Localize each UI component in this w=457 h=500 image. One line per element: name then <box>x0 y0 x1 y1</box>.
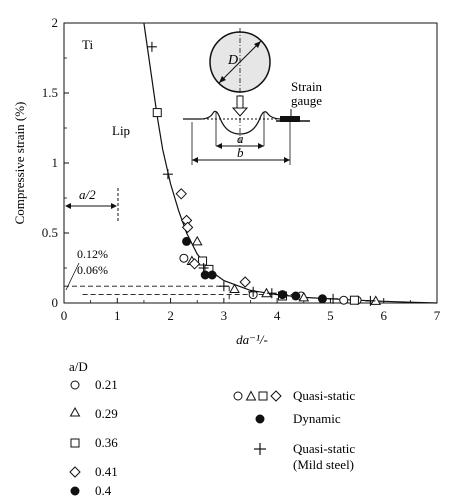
legend-type-mild-steel-1: Quasi-static <box>293 441 355 456</box>
strain-gauge <box>280 116 300 122</box>
legend-series: a/D 0.21 0.29 0.36 0.41 0.4 <box>69 359 118 498</box>
marker-circle-open-0-0 <box>179 253 189 263</box>
diameter-arrowhead-a <box>219 76 226 83</box>
marker-plus-5-4 <box>248 286 259 297</box>
x-tick-label-6: 6 <box>380 308 387 323</box>
gauge-label-line1: Strain <box>291 79 323 94</box>
marker-triangle-open-1-0 <box>191 235 203 246</box>
marker-plus-5-7 <box>365 295 376 306</box>
load-arrow-shaft <box>236 95 244 109</box>
marker-square-open-2-4 <box>349 295 359 305</box>
legend-label-0-29: 0.29 <box>95 406 118 421</box>
legend-marker-square-open <box>70 438 80 448</box>
legend-marker-triangle-open <box>69 406 81 417</box>
legend-type-dynamic-marker <box>255 414 265 424</box>
annotation-level-low: 0.06% <box>77 263 108 277</box>
legend-label-0-21: 0.21 <box>95 377 118 392</box>
axis-ticks <box>63 22 438 304</box>
a-half-arrowhead-left <box>65 203 71 209</box>
annotation-a-half: a/2 <box>79 187 96 202</box>
marker-circle-filled-4-2 <box>207 270 217 280</box>
annotation-diameter: D <box>227 53 238 68</box>
reference-lines <box>64 285 294 303</box>
legend-type-mild-steel-2: (Mild steel) <box>293 457 354 472</box>
legend-title: a/D <box>69 359 88 374</box>
marker-circle-filled-4-5 <box>317 294 327 304</box>
legend-types: Quasi-static Dynamic Quasi-static (Mild … <box>233 388 355 472</box>
diameter-arrowhead-b <box>254 41 261 48</box>
dim-b-arrow-r <box>284 157 290 163</box>
annotation-dim-a: a <box>237 131 244 146</box>
marker-triangle-open-1-4 <box>298 291 310 302</box>
legend-type-square <box>258 391 268 401</box>
marker-diamond-open-3-4 <box>239 276 251 288</box>
marker-square-open-2-1 <box>198 256 208 266</box>
annotation-dim-b: b <box>237 145 244 160</box>
legend-type-triangle <box>245 390 257 401</box>
legend-marker-diamond-open <box>69 466 81 478</box>
y-tick-label-1: 0.5 <box>42 225 58 240</box>
marker-diamond-open-3-0 <box>175 188 187 200</box>
marker-plus-5-6 <box>328 293 339 304</box>
y-axis-label: Compressive strain (%) <box>12 102 27 225</box>
marker-triangle-open-1-2 <box>229 283 240 293</box>
marker-diamond-open-3-2 <box>181 221 194 234</box>
fit-curve <box>143 22 438 304</box>
y-tick-label-4: 2 <box>52 15 59 30</box>
marker-plus-5-5 <box>266 288 277 299</box>
indented-surface-profile <box>183 110 283 135</box>
legend-type-circle <box>233 391 243 401</box>
marker-circle-filled-4-3 <box>277 290 287 300</box>
marker-plus-5-1 <box>162 169 173 180</box>
legend-label-0-41: 0.41 <box>95 464 118 479</box>
x-tick-label-0: 0 <box>61 308 68 323</box>
legend-type-diamond <box>270 390 282 402</box>
gauge-label-line2: gauge <box>291 93 322 108</box>
annotation-level-high: 0.12% <box>77 247 108 261</box>
legend-marker-circle-open <box>70 380 80 390</box>
y-tick-label-0: 0 <box>52 295 59 310</box>
annotation-lip: Lip <box>112 123 130 138</box>
ball-diameter-line <box>218 40 262 84</box>
marker-circle-filled-4-0 <box>182 236 192 246</box>
marker-square-open-2-0 <box>152 108 162 118</box>
x-tick-label-4: 4 <box>274 308 281 323</box>
tick-labels: 0 1 2 3 4 5 6 7 0 0.5 1 1.5 2 <box>42 15 441 323</box>
dim-a-arrow-l <box>216 143 222 149</box>
x-tick-label-2: 2 <box>167 308 174 323</box>
legend-marker-circle-filled <box>70 486 80 496</box>
x-tick-label-1: 1 <box>114 308 121 323</box>
legend-type-quasi-static: Quasi-static <box>293 388 355 403</box>
level-pointer <box>65 262 80 291</box>
legend-label-0-36: 0.36 <box>95 435 118 450</box>
legend-label-0-4: 0.4 <box>95 483 112 498</box>
a-half-arrowhead-right <box>111 203 117 209</box>
y-tick-label-2: 1 <box>52 155 59 170</box>
annotation-material: Ti <box>82 37 93 52</box>
indenter-diagram: D Strain gauge a b <box>183 28 323 165</box>
dim-a-arrow-r <box>258 143 264 149</box>
marker-circle-filled-4-4 <box>291 291 301 301</box>
marker-plus-5-2 <box>198 263 209 273</box>
load-arrow-head <box>231 107 249 117</box>
y-tick-label-3: 1.5 <box>42 85 58 100</box>
marker-diamond-open-3-3 <box>188 258 201 270</box>
data-markers <box>146 41 382 306</box>
marker-plus-5-3 <box>218 281 229 292</box>
x-tick-label-5: 5 <box>327 308 334 323</box>
dim-b-arrow-l <box>192 157 198 163</box>
x-tick-label-3: 3 <box>221 308 228 323</box>
x-tick-label-7: 7 <box>434 308 441 323</box>
marker-plus-5-0 <box>146 41 157 52</box>
x-axis-label: da⁻¹/- <box>236 332 268 347</box>
marker-circle-open-0-3 <box>339 295 349 305</box>
legend-type-dynamic: Dynamic <box>293 411 341 426</box>
